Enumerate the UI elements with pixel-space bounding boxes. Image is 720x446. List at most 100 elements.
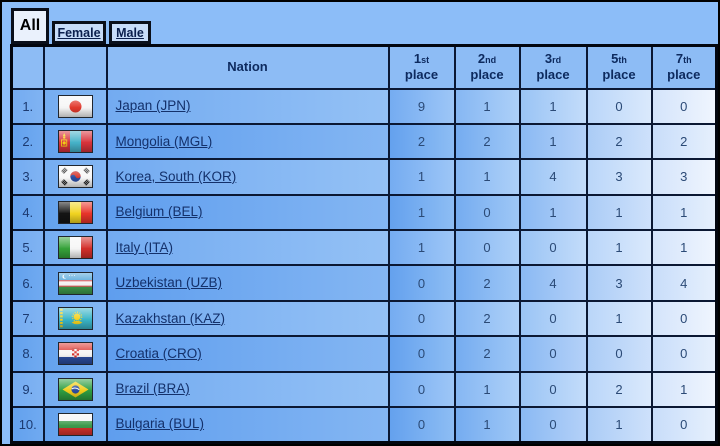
nation-cell: Mongolia (MGL) [105, 122, 390, 161]
flag-cell [42, 370, 108, 409]
value-cell: 2 [585, 122, 653, 161]
table-row: 10. Bulgaria (BUL) 0 1 0 1 0 [10, 406, 718, 444]
flag-croatia-icon [57, 342, 93, 366]
nation-link[interactable]: Brazil (BRA) [115, 381, 190, 397]
flag-cell [42, 193, 108, 232]
header-row: Nation 1st place 2nd place 3rd place 5th pla… [10, 44, 718, 90]
value-cell: 1 [453, 158, 521, 196]
flag-kazakhstan-icon [57, 307, 93, 331]
value-cell: 0 [650, 299, 718, 338]
flag-cell [42, 229, 108, 267]
value-cell: 0 [518, 406, 588, 444]
nation-cell: Japan (JPN) [105, 87, 390, 125]
table-row: 2. Mongolia (MGL) 2 2 1 2 2 [10, 122, 718, 161]
flag-cell [42, 87, 108, 125]
value-cell: 4 [650, 264, 718, 302]
column-header-1st-place: 1st place [387, 44, 456, 90]
table-row: 5. Italy (ITA) 1 0 0 1 1 [10, 229, 718, 267]
nation-cell: Kazakhstan (KAZ) [105, 299, 390, 338]
table-row: 6. Uzbekistan (UZB) 0 2 4 3 4 [10, 264, 718, 302]
value-cell: 1 [387, 158, 456, 196]
value-cell: 0 [453, 229, 521, 267]
nation-cell: Italy (ITA) [105, 229, 390, 267]
rank-cell: 9. [10, 370, 45, 409]
value-cell: 1 [585, 193, 653, 232]
nation-link[interactable]: Italy (ITA) [115, 239, 174, 255]
results-table: Nation 1st place 2nd place 3rd place 5th pla… [10, 44, 718, 444]
rank-cell: 4. [10, 193, 45, 232]
nation-cell: Bulgaria (BUL) [105, 406, 390, 444]
flag-cell [42, 264, 108, 302]
table-row: 1. Japan (JPN) 9 1 1 0 0 [10, 87, 718, 125]
rank-cell: 7. [10, 299, 45, 338]
nation-link[interactable]: Mongolia (MGL) [115, 133, 213, 149]
nation-cell: Belgium (BEL) [105, 193, 390, 232]
value-cell: 9 [387, 87, 456, 125]
nation-link[interactable]: Bulgaria (BUL) [115, 416, 205, 432]
column-header-nation: Nation [105, 44, 390, 90]
nation-cell: Brazil (BRA) [105, 370, 390, 409]
nation-link[interactable]: Croatia (CRO) [115, 345, 202, 361]
column-header-2nd-place: 2nd place [453, 44, 521, 90]
value-cell: 0 [518, 229, 588, 267]
flag-bulgaria-icon [57, 412, 93, 436]
value-cell: 0 [650, 406, 718, 444]
value-cell: 3 [650, 158, 718, 196]
value-cell: 4 [518, 264, 588, 302]
value-cell: 1 [585, 299, 653, 338]
value-cell: 0 [387, 406, 456, 444]
tab-female[interactable]: Female [52, 21, 106, 44]
rank-cell: 3. [10, 158, 45, 196]
tab-male-label[interactable]: Male [116, 25, 144, 40]
value-cell: 0 [453, 193, 521, 232]
nation-cell: Korea, South (KOR) [105, 158, 390, 196]
rank-cell: 6. [10, 264, 45, 302]
column-header-flag [42, 44, 108, 90]
tab-all[interactable]: All [11, 8, 49, 44]
nation-link[interactable]: Japan (JPN) [115, 98, 191, 114]
rank-cell: 10. [10, 406, 45, 444]
value-cell: 1 [650, 370, 718, 409]
nation-link[interactable]: Belgium (BEL) [115, 204, 203, 220]
value-cell: 1 [518, 122, 588, 161]
value-cell: 2 [585, 370, 653, 409]
value-cell: 1 [387, 229, 456, 267]
tab-female-label[interactable]: Female [57, 25, 101, 40]
column-header-rank [10, 44, 45, 90]
nation-cell: Uzbekistan (UZB) [105, 264, 390, 302]
table-row: 3. Korea, South (KOR) 1 1 4 3 [10, 158, 718, 196]
value-cell: 1 [518, 87, 588, 125]
rank-cell: 2. [10, 122, 45, 161]
value-cell: 3 [585, 264, 653, 302]
nation-link[interactable]: Uzbekistan (UZB) [115, 275, 223, 291]
table-row: 9. Brazil (BRA) 0 1 0 2 1 [10, 370, 718, 409]
nation-link[interactable]: Kazakhstan (KAZ) [115, 310, 226, 326]
flag-south-korea-icon [57, 165, 93, 189]
value-cell: 0 [585, 335, 653, 373]
flag-uzbekistan-icon [57, 271, 93, 295]
value-cell: 0 [518, 370, 588, 409]
value-cell: 1 [585, 406, 653, 444]
value-cell: 0 [650, 87, 718, 125]
flag-cell [42, 299, 108, 338]
table-row: 7. Kazakhstan (KAZ) 0 2 0 1 0 [10, 299, 718, 338]
value-cell: 2 [453, 264, 521, 302]
nation-link[interactable]: Korea, South (KOR) [115, 168, 237, 184]
value-cell: 3 [585, 158, 653, 196]
tab-all-label: All [19, 17, 41, 34]
value-cell: 0 [387, 335, 456, 373]
tab-male[interactable]: Male [109, 21, 151, 44]
flag-cell [42, 406, 108, 444]
table-row: 4. Belgium (BEL) 1 0 1 1 1 [10, 193, 718, 232]
rank-cell: 8. [10, 335, 45, 373]
rank-cell: 1. [10, 87, 45, 125]
value-cell: 1 [650, 193, 718, 232]
flag-cell [42, 158, 108, 196]
flag-cell [42, 122, 108, 161]
value-cell: 0 [387, 264, 456, 302]
flag-mongolia-icon [57, 130, 93, 154]
value-cell: 1 [387, 193, 456, 232]
flag-belgium-icon [57, 200, 93, 224]
value-cell: 2 [650, 122, 718, 161]
